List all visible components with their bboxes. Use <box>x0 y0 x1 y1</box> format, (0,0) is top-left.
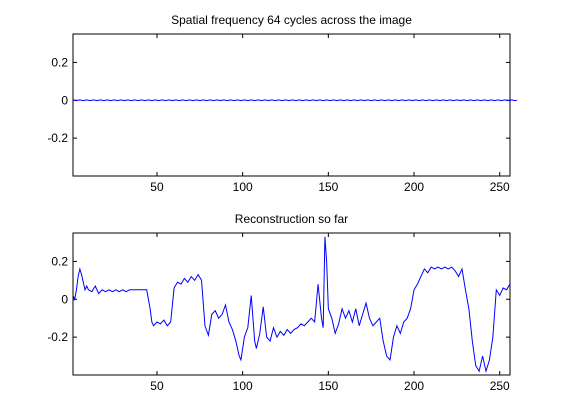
x-tick-label: 100 <box>233 180 253 194</box>
plot-reconstruction: Reconstruction so far 50 100 150 200 250 0.2 0 -… <box>47 212 510 393</box>
y-tick-label: 0.2 <box>51 55 68 69</box>
x-tick-label: 150 <box>318 180 338 194</box>
plot-title: Spatial frequency 64 cycles across the i… <box>171 13 412 27</box>
x-tick-label: 50 <box>150 180 164 194</box>
y-tick-label: -0.2 <box>47 330 68 344</box>
x-tick-label: 250 <box>490 379 510 393</box>
x-tick-label: 50 <box>150 379 164 393</box>
plot-title: Reconstruction so far <box>235 212 348 226</box>
y-tick-label: 0 <box>61 93 68 107</box>
x-tick-label: 100 <box>233 379 253 393</box>
plot-spatial-frequency: Spatial frequency 64 cycles across the i… <box>47 13 517 194</box>
x-tick-label: 150 <box>318 379 338 393</box>
y-tick-label: -0.2 <box>47 131 68 145</box>
axes-box <box>73 233 510 375</box>
x-tick-label: 200 <box>404 180 424 194</box>
y-tick-label: 0 <box>61 292 68 306</box>
axes-box <box>73 34 510 176</box>
y-tick-label: 0.2 <box>51 254 68 268</box>
x-tick-label: 250 <box>490 180 510 194</box>
x-tick-label: 200 <box>404 379 424 393</box>
